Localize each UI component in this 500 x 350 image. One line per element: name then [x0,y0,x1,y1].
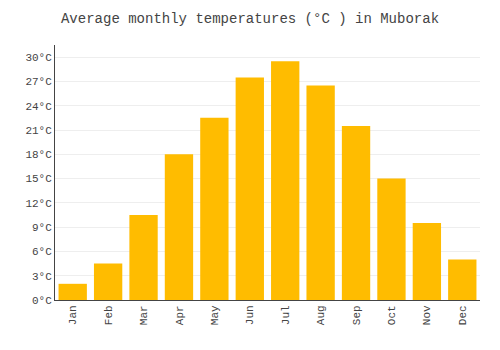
svg-text:Jun: Jun [244,305,256,325]
svg-text:24°C: 24°C [25,101,52,113]
svg-text:Feb: Feb [103,305,115,325]
svg-text:Jan: Jan [67,305,79,325]
svg-text:15°C: 15°C [25,173,52,185]
svg-text:Jul: Jul [280,305,292,325]
svg-text:Dec: Dec [457,305,469,325]
svg-text:Oct: Oct [386,305,398,325]
svg-text:0°C: 0°C [32,295,52,307]
svg-text:3°C: 3°C [32,271,52,283]
svg-text:Apr: Apr [174,305,186,325]
svg-text:Average monthly temperatures (: Average monthly temperatures (°C ) in Mu… [61,11,439,27]
svg-text:Mar: Mar [138,305,150,325]
svg-text:18°C: 18°C [25,149,52,161]
svg-text:Nov: Nov [421,305,433,325]
svg-text:Aug: Aug [315,305,327,325]
svg-text:6°C: 6°C [32,246,52,258]
svg-text:30°C: 30°C [25,52,52,64]
svg-text:Sep: Sep [351,305,363,325]
svg-text:May: May [209,305,221,325]
svg-text:27°C: 27°C [25,76,52,88]
svg-text:21°C: 21°C [25,125,52,137]
svg-text:12°C: 12°C [25,198,52,210]
svg-text:9°C: 9°C [32,222,52,234]
